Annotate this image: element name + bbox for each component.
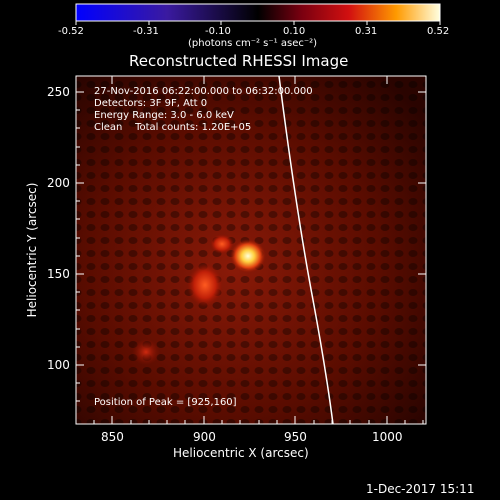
colorbar-tick-label: -0.10 (205, 26, 231, 37)
plot-title: Reconstructed RHESSI Image (129, 52, 349, 70)
rhessi-image (76, 76, 426, 424)
x-axis-ticks (93, 76, 424, 424)
y-axis-label: Heliocentric Y (arcsec) (25, 182, 39, 318)
colorbar-tick-label: -0.31 (133, 26, 159, 37)
x-tick-label: 950 (284, 430, 307, 444)
colorbar-tick-label: 0.10 (283, 26, 306, 37)
y-tick-label: 250 (47, 85, 70, 99)
peak-source (230, 239, 266, 273)
solar-limb (278, 76, 334, 424)
x-tick-label: 900 (193, 430, 216, 444)
faint-source (132, 339, 160, 365)
secondary-source (210, 234, 234, 254)
plot-frame (75, 75, 427, 425)
secondary-source (187, 263, 223, 307)
x-axis-label: Heliocentric X (arcsec) (173, 446, 309, 460)
colorbar-ticks (75, 21, 441, 25)
y-axis-ticks (76, 91, 426, 402)
peak-position-label: Position of Peak = [925,160] (94, 397, 237, 408)
colorbar-tick-label: -0.52 (58, 26, 84, 37)
info-clean-counts: Clean Total counts: 1.20E+05 (94, 122, 252, 133)
x-tick-label: 1000 (372, 430, 403, 444)
x-tick-label: 850 (101, 430, 124, 444)
colorbar-tick-label: 0.31 (355, 26, 378, 37)
colorbar-units-label: (photons cm⁻² s⁻¹ asec⁻²) (188, 38, 318, 49)
y-tick-label: 150 (47, 267, 70, 281)
colorbar-tick-label: 0.52 (427, 26, 450, 37)
info-detectors: Detectors: 3F 9F, Att 0 (94, 98, 208, 109)
colorbar (75, 3, 441, 22)
y-tick-label: 200 (47, 176, 70, 190)
info-energy-range: Energy Range: 3.0 - 6.0 keV (94, 110, 234, 121)
y-tick-label: 100 (47, 358, 70, 372)
footer-date: 1-Dec-2017 15:11 (366, 482, 475, 496)
info-time-range: 27-Nov-2016 06:22:00.000 to 06:32:00.000 (94, 86, 313, 97)
